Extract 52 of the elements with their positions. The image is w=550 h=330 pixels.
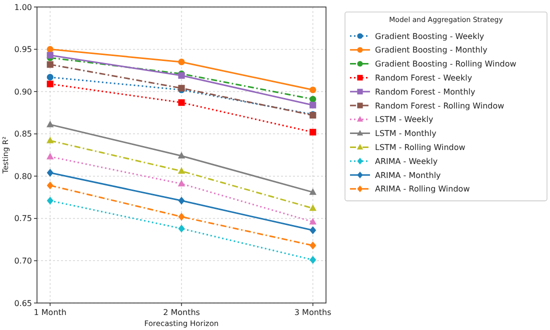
point [178, 152, 186, 158]
legend-label: ARIMA - Monthly [375, 170, 442, 180]
y-tick-label: 0.85 [14, 130, 32, 139]
point [46, 152, 54, 160]
point [46, 52, 54, 59]
point [46, 46, 54, 53]
point [310, 96, 316, 102]
point [310, 256, 316, 264]
y-tick-label: 0.65 [14, 298, 32, 308]
y-tick-label: 0.75 [14, 214, 32, 224]
legend-label: LSTM - Weekly [375, 115, 434, 124]
y-tick-label: 0.90 [14, 87, 32, 96]
legend-label: LSTM - Monthly [375, 129, 437, 138]
legend-label: Random Forest - Weekly [375, 74, 472, 82]
y-tick-label: 0.70 [14, 256, 32, 266]
y-tick-label: 0.80 [14, 172, 32, 181]
point [46, 61, 54, 68]
point [310, 226, 316, 234]
point [46, 120, 54, 128]
point [310, 86, 316, 94]
legend-label: Gradient Boosting - Rolling Window [375, 60, 517, 69]
legend-label: Random Forest - Rolling Window [375, 101, 505, 110]
legend-label: ARIMA - Rolling Window [375, 184, 470, 194]
point [309, 204, 316, 211]
x-tick-label: 2 Months [163, 308, 200, 317]
point [309, 188, 316, 195]
x-tick-label: 3 Months [294, 308, 332, 317]
point [178, 99, 185, 106]
point [46, 136, 54, 144]
point [178, 58, 185, 66]
point [178, 196, 185, 205]
point [46, 181, 54, 190]
x-tick-label: 1 Month [34, 308, 66, 317]
point [310, 128, 316, 136]
point [46, 80, 54, 88]
legend-label: ARIMA - Weekly [375, 156, 438, 166]
y-tick-label: 0.95 [14, 45, 32, 54]
point [46, 168, 54, 177]
point [178, 167, 186, 174]
point [46, 74, 54, 80]
point [310, 242, 316, 250]
point [309, 218, 316, 224]
y-tick-label: 1.00 [14, 2, 32, 12]
point [178, 180, 186, 186]
legend-label: Gradient Boosting - Weekly [375, 32, 484, 41]
point [178, 224, 185, 233]
point [46, 196, 54, 205]
point [178, 212, 185, 221]
legend-label: LSTM - Rolling Window [375, 143, 466, 152]
legend-label: Random Forest - Monthly [375, 87, 476, 96]
point [310, 102, 316, 108]
legend-label: Gradient Boosting - Monthly [375, 46, 488, 55]
